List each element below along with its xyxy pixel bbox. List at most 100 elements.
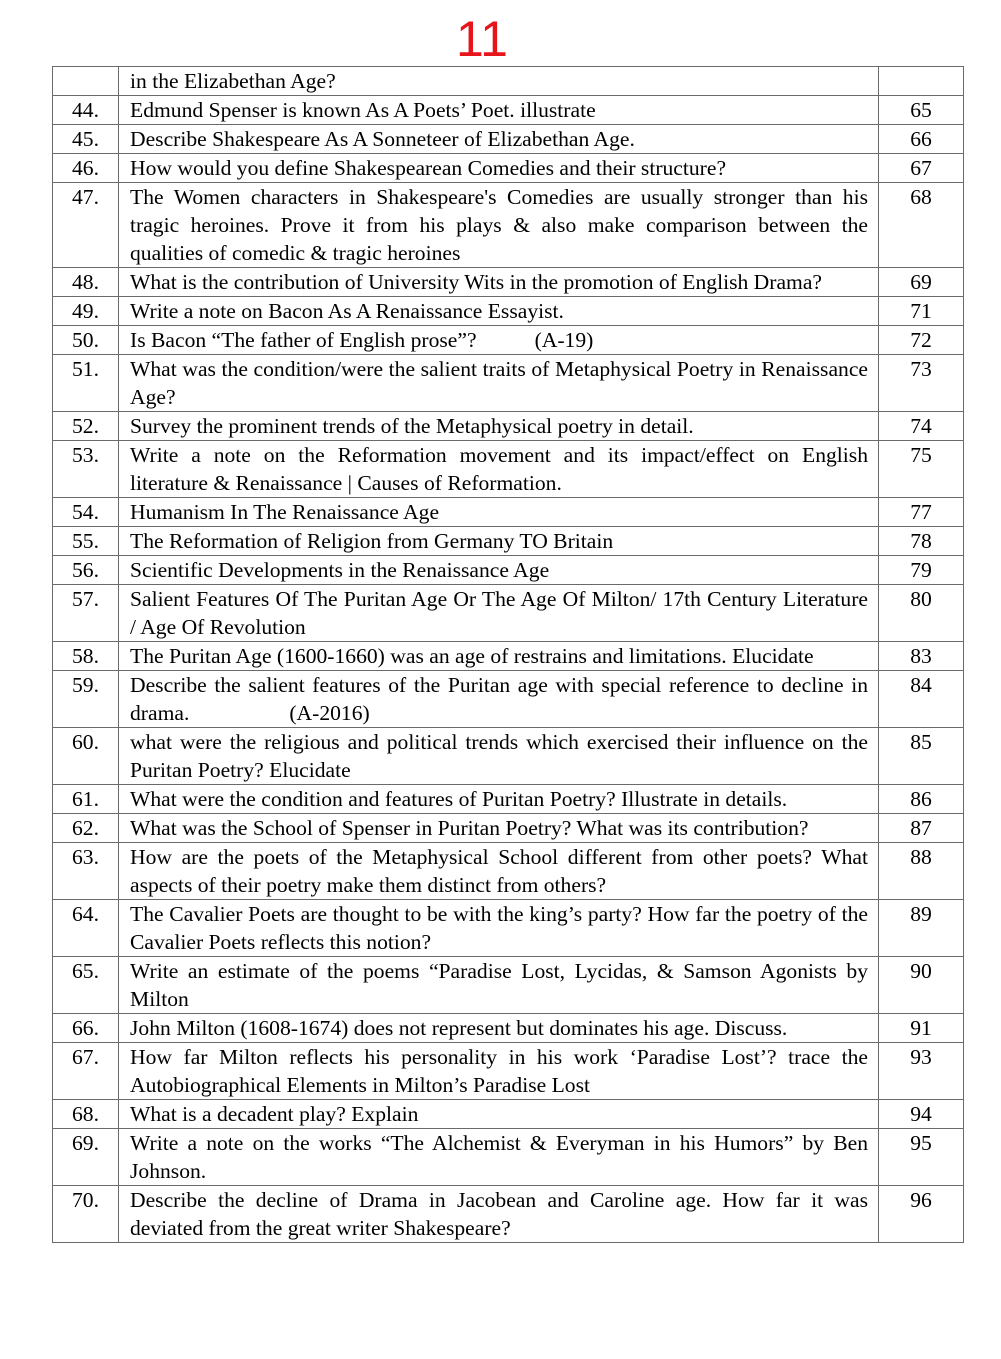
question-text-cell: How far Milton reflects his personality … xyxy=(118,1042,879,1100)
question-number: 65. xyxy=(52,956,119,1014)
question-number xyxy=(52,66,119,96)
question-number: 51. xyxy=(52,354,119,412)
question-number: 56. xyxy=(52,555,119,585)
question-text-cell: The Cavalier Poets are thought to be wit… xyxy=(118,899,879,957)
question-text-cell: What were the condition and features of … xyxy=(118,784,879,814)
question-text-cell: what were the religious and political tr… xyxy=(118,727,879,785)
question-number: 66. xyxy=(52,1013,119,1043)
question-text: How are the poets of the Metaphysical Sc… xyxy=(130,845,868,897)
question-text-cell: Edmund Spenser is known As A Poets’ Poet… xyxy=(118,95,879,125)
table-row: 69. Write a note on the works “The Alchem… xyxy=(52,1128,964,1186)
page-reference: 80 xyxy=(878,584,964,642)
question-number: 59. xyxy=(52,670,119,728)
question-text: Salient Features Of The Puritan Age Or T… xyxy=(130,587,868,639)
question-number: 58. xyxy=(52,641,119,671)
table-row: 67. How far Milton reflects his personali… xyxy=(52,1042,964,1100)
page-reference: 67 xyxy=(878,153,964,183)
page-reference: 96 xyxy=(878,1185,964,1243)
question-text-cell: in the Elizabethan Age? xyxy=(118,66,879,96)
question-number: 46. xyxy=(52,153,119,183)
table-row: 51. What was the condition/were the salie… xyxy=(52,354,964,412)
question-text: What was the condition/were the salient … xyxy=(130,357,868,409)
table-row: 54. Humanism In The Renaissance Age 77 xyxy=(52,497,964,527)
question-text: what were the religious and political tr… xyxy=(130,730,868,782)
question-text: in the Elizabethan Age? xyxy=(130,69,336,93)
page-reference: 91 xyxy=(878,1013,964,1043)
question-text-cell: Write an estimate of the poems “Paradise… xyxy=(118,956,879,1014)
question-text-cell: Write a note on the works “The Alchemist… xyxy=(118,1128,879,1186)
question-text: What was the School of Spenser in Purita… xyxy=(130,816,809,840)
table-row: 63. How are the poets of the Metaphysical… xyxy=(52,842,964,900)
question-text-cell: The Women characters in Shakespeare's Co… xyxy=(118,182,879,268)
table-row: 47. The Women characters in Shakespeare's… xyxy=(52,182,964,268)
page-reference xyxy=(878,66,964,96)
exam-reference: (A-19) xyxy=(534,328,594,352)
table-row: 52. Survey the prominent trends of the Me… xyxy=(52,411,964,441)
page-reference: 65 xyxy=(878,95,964,125)
page-reference: 83 xyxy=(878,641,964,671)
question-text: The Women characters in Shakespeare's Co… xyxy=(130,185,868,265)
question-text-cell: Is Bacon “The father of English prose”? (… xyxy=(118,325,879,355)
page-reference: 75 xyxy=(878,440,964,498)
question-number: 52. xyxy=(52,411,119,441)
question-number: 62. xyxy=(52,813,119,843)
page-reference: 94 xyxy=(878,1099,964,1129)
table-row: 68. What is a decadent play? Explain 94 xyxy=(52,1099,964,1129)
question-number: 47. xyxy=(52,182,119,268)
question-text-cell: How would you define Shakespearean Comed… xyxy=(118,153,879,183)
table-row: 59. Describe the salient features of the … xyxy=(52,670,964,728)
question-number: 69. xyxy=(52,1128,119,1186)
question-text: The Reformation of Religion from Germany… xyxy=(130,529,614,553)
question-text: Write a note on Bacon As A Renaissance E… xyxy=(130,299,564,323)
question-text-cell: The Reformation of Religion from Germany… xyxy=(118,526,879,556)
question-number: 53. xyxy=(52,440,119,498)
page-reference: 89 xyxy=(878,899,964,957)
question-number: 61. xyxy=(52,784,119,814)
question-text-cell: What was the condition/were the salient … xyxy=(118,354,879,412)
question-text: Is Bacon “The father of English prose”? xyxy=(130,328,477,352)
question-text-cell: Write a note on Bacon As A Renaissance E… xyxy=(118,296,879,326)
question-number: 54. xyxy=(52,497,119,527)
question-text: Survey the prominent trends of the Metap… xyxy=(130,414,694,438)
page-number: 11 xyxy=(456,11,508,67)
question-text: Write an estimate of the poems “Paradise… xyxy=(130,959,868,1011)
page-reference: 78 xyxy=(878,526,964,556)
question-text: Write a note on the Reformation movement… xyxy=(130,443,868,495)
question-text-cell: Describe the salient features of the Pur… xyxy=(118,670,879,728)
table-row: 46. How would you define Shakespearean Co… xyxy=(52,153,964,183)
question-text: What were the condition and features of … xyxy=(130,787,788,811)
table-row: 61. What were the condition and features … xyxy=(52,784,964,814)
page-reference: 85 xyxy=(878,727,964,785)
page-reference: 90 xyxy=(878,956,964,1014)
table-row: 66. John Milton (1608-1674) does not repr… xyxy=(52,1013,964,1043)
page-reference: 88 xyxy=(878,842,964,900)
question-number: 63. xyxy=(52,842,119,900)
question-number: 57. xyxy=(52,584,119,642)
question-text: John Milton (1608-1674) does not represe… xyxy=(130,1016,788,1040)
question-number: 67. xyxy=(52,1042,119,1100)
question-text-cell: Write a note on the Reformation movement… xyxy=(118,440,879,498)
question-text: The Cavalier Poets are thought to be wit… xyxy=(130,902,868,954)
page-reference: 84 xyxy=(878,670,964,728)
question-text-cell: How are the poets of the Metaphysical Sc… xyxy=(118,842,879,900)
question-text-cell: Describe Shakespeare As A Sonneteer of E… xyxy=(118,124,879,154)
table-row: 48. What is the contribution of Universit… xyxy=(52,267,964,297)
table-row: 57. Salient Features Of The Puritan Age O… xyxy=(52,584,964,642)
question-number: 48. xyxy=(52,267,119,297)
question-number: 50. xyxy=(52,325,119,355)
question-text: Describe the salient features of the Pur… xyxy=(130,673,868,725)
question-text-cell: What was the School of Spenser in Purita… xyxy=(118,813,879,843)
table-row: in the Elizabethan Age? xyxy=(52,66,964,96)
question-text-cell: Survey the prominent trends of the Metap… xyxy=(118,411,879,441)
question-number: 55. xyxy=(52,526,119,556)
page-reference: 66 xyxy=(878,124,964,154)
question-text-cell: The Puritan Age (1600-1660) was an age o… xyxy=(118,641,879,671)
page-reference: 71 xyxy=(878,296,964,326)
question-text: Edmund Spenser is known As A Poets’ Poet… xyxy=(130,98,596,122)
exam-reference: (A-2016) xyxy=(289,701,370,725)
question-text-cell: What is a decadent play? Explain xyxy=(118,1099,879,1129)
page-reference: 73 xyxy=(878,354,964,412)
question-number: 70. xyxy=(52,1185,119,1243)
page-reference: 77 xyxy=(878,497,964,527)
page-reference: 87 xyxy=(878,813,964,843)
